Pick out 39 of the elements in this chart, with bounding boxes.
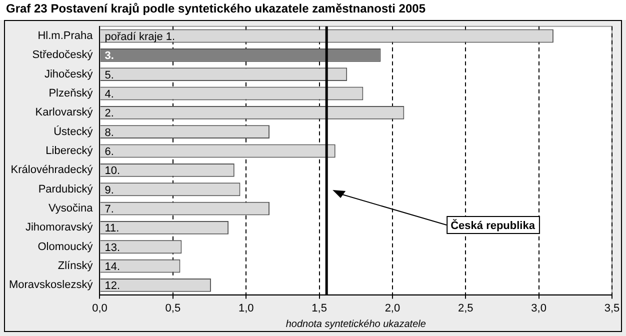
y-tick-label: Liberecký bbox=[46, 145, 94, 158]
y-tick-label: Zlínský bbox=[58, 260, 94, 272]
annotation: 9. bbox=[104, 184, 114, 196]
y-tick-label: Plzeňský bbox=[48, 88, 94, 100]
y-tick-label: Středočeský bbox=[32, 49, 94, 62]
y-tick-label: Jihomoravský bbox=[25, 222, 94, 234]
y-tick-label: Královéhradecký bbox=[10, 164, 94, 176]
y-tick-label: Vysočina bbox=[48, 202, 94, 215]
y-tick-label: Karlovarský bbox=[35, 106, 94, 119]
x-tick-label: 2,5 bbox=[458, 302, 474, 314]
x-tick-label: 3,0 bbox=[531, 302, 546, 314]
x-tick-label: 0,0 bbox=[92, 302, 108, 314]
y-tick-label: Pardubický bbox=[38, 183, 94, 196]
annotation: 11. bbox=[104, 222, 120, 235]
annotation: 5. bbox=[104, 69, 114, 82]
x-axis-title: hodnota syntetického ukazatele bbox=[286, 318, 426, 330]
annotation: 13. bbox=[104, 242, 120, 254]
y-tick-label: Hl.m.Praha bbox=[38, 30, 94, 42]
y-tick-label: Ústecký bbox=[54, 124, 94, 138]
y-tick-label: Olomoucký bbox=[38, 240, 94, 253]
x-tick-label: 0,5 bbox=[165, 302, 181, 314]
annotation: 14. bbox=[104, 261, 120, 274]
y-tick-label: Jihočeský bbox=[44, 68, 94, 80]
annotation: 8. bbox=[104, 126, 114, 139]
annotation: 7. bbox=[104, 204, 114, 216]
annotation: 6. bbox=[104, 146, 114, 158]
x-tick-label: 1,0 bbox=[238, 302, 254, 314]
x-tick-label: 1,5 bbox=[312, 302, 327, 314]
annotation: 2. bbox=[104, 108, 114, 120]
annotation: 10. bbox=[104, 165, 120, 178]
y-tick-label: Moravskoslezský bbox=[8, 279, 94, 292]
ref-line-label: Česká republika bbox=[450, 219, 536, 232]
chart-title: Graf 23 Postavení krajů podle syntetického ukazatele zaměstnanosti 2005 bbox=[6, 2, 426, 16]
x-tick-label: 3,5 bbox=[604, 302, 620, 314]
annotation: pořadí kraje 1. bbox=[104, 31, 176, 44]
annotation: 12. bbox=[104, 280, 120, 292]
annotation: 3. bbox=[104, 50, 114, 62]
annotation: 4. bbox=[104, 88, 114, 101]
x-tick-label: 2,0 bbox=[384, 302, 400, 314]
